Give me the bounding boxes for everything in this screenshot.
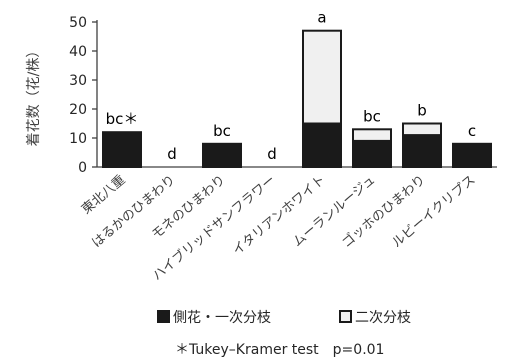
y-tick-label: 0 bbox=[78, 160, 87, 176]
y-tick-label: 50 bbox=[69, 15, 87, 31]
x-category-label: イタリアンホワイト bbox=[230, 173, 328, 259]
significance-letter: d bbox=[267, 145, 277, 163]
statistical-note: ＊Tukey–Kramer test p=0.01 bbox=[175, 342, 384, 358]
x-category-label: はるかのひまわり bbox=[89, 173, 178, 251]
y-tick-label: 30 bbox=[69, 73, 87, 89]
significance-letter: d bbox=[167, 145, 177, 163]
bar-primary-branch bbox=[452, 142, 492, 169]
bar-primary-branch bbox=[302, 122, 342, 168]
significance-letter: c bbox=[468, 122, 476, 140]
bar-primary-branch bbox=[352, 139, 392, 168]
x-category-label: 東北八重 bbox=[78, 172, 128, 218]
legend-swatch bbox=[157, 310, 170, 323]
significance-letter: bc bbox=[213, 122, 231, 140]
significance-letter: a bbox=[317, 9, 326, 27]
legend-label: 側花・一次分枝 bbox=[173, 310, 271, 326]
bar-secondary-branch bbox=[402, 122, 442, 137]
significance-letter: b bbox=[417, 102, 427, 120]
bar-primary-branch bbox=[202, 142, 242, 169]
x-category-label: ムーランルージュ bbox=[290, 173, 378, 251]
significance-letter: bc＊ bbox=[106, 110, 139, 128]
bar-secondary-branch bbox=[302, 29, 342, 125]
x-category-label: ルビーイクリプス bbox=[389, 173, 478, 251]
y-tick-label: 20 bbox=[69, 102, 87, 118]
bar-primary-branch bbox=[402, 134, 442, 169]
legend-swatch bbox=[339, 310, 352, 323]
y-tick-label: 40 bbox=[69, 44, 87, 60]
bar-primary-branch bbox=[102, 131, 142, 168]
legend-label: 二次分枝 bbox=[355, 310, 411, 326]
bar-secondary-branch bbox=[352, 128, 392, 142]
y-tick-label: 10 bbox=[69, 131, 87, 147]
significance-letter: bc bbox=[363, 107, 381, 125]
y-axis-label: 着花数（花/株） bbox=[26, 44, 42, 147]
x-category-label: ゴッホのひまわり bbox=[339, 172, 429, 251]
